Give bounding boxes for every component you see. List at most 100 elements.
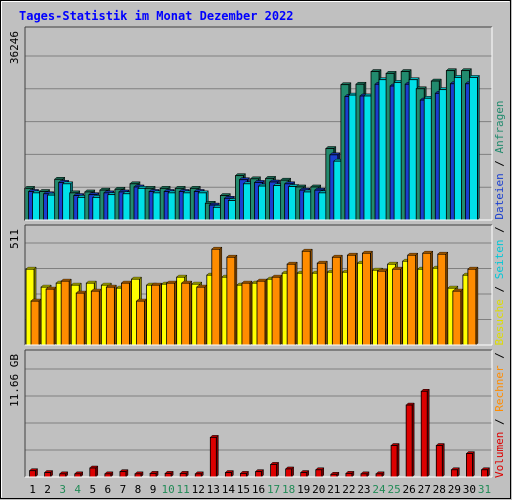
bar-volumen-day-7 bbox=[119, 471, 127, 478]
day-label-27: 27 bbox=[418, 483, 431, 496]
bar-rechner-day-12 bbox=[196, 286, 206, 346]
bar-rechner-day-1 bbox=[30, 300, 40, 346]
day-label-29: 29 bbox=[448, 483, 461, 496]
day-label-30: 30 bbox=[463, 483, 476, 496]
bar-volumen-day-26 bbox=[405, 404, 413, 478]
day-label-11: 11 bbox=[177, 483, 190, 496]
bar-rechner-day-2 bbox=[45, 288, 55, 346]
bar-volumen-day-9 bbox=[149, 472, 157, 478]
day-label-26: 26 bbox=[403, 483, 416, 496]
bar-rechner-day-21 bbox=[331, 256, 341, 346]
legend-item-volumen: Volumen bbox=[493, 432, 506, 478]
bar-volumen-day-18 bbox=[285, 468, 293, 478]
legend-separator: / bbox=[493, 220, 506, 240]
bar-rechner-day-30 bbox=[467, 268, 477, 346]
legend-item-besuche: Besuche bbox=[493, 299, 506, 345]
bar-volumen-day-16 bbox=[255, 471, 262, 478]
legend-item-anfragen: Anfragen bbox=[493, 100, 506, 153]
bar-volumen-day-11 bbox=[179, 472, 187, 478]
bar-rechner-day-18 bbox=[286, 263, 296, 346]
bar-rechner-day-11 bbox=[181, 282, 191, 346]
bar-rechner-day-9 bbox=[151, 284, 160, 346]
day-label-22: 22 bbox=[342, 483, 355, 496]
day-label-21: 21 bbox=[327, 483, 340, 496]
day-label-10: 10 bbox=[161, 483, 174, 496]
bar-rechner-day-5 bbox=[90, 290, 100, 346]
day-label-3: 3 bbox=[59, 483, 66, 496]
legend-item-seiten: Seiten bbox=[493, 240, 506, 280]
day-label-19: 19 bbox=[297, 483, 310, 496]
bar-rechner-day-14 bbox=[226, 256, 236, 346]
bar-rechner-day-13 bbox=[211, 248, 221, 346]
bar-rechner-day-26 bbox=[407, 254, 417, 346]
bar-volumen-day-5 bbox=[89, 467, 97, 478]
day-label-18: 18 bbox=[282, 483, 295, 496]
bar-rechner-day-17 bbox=[271, 276, 281, 346]
legend-separator: / bbox=[493, 279, 506, 299]
legend-separator: / bbox=[493, 346, 506, 366]
bar-rechner-day-4 bbox=[75, 292, 85, 346]
bar-volumen-day-30 bbox=[466, 453, 473, 478]
y-max-label-visits: 511 bbox=[8, 229, 21, 249]
bar-rechner-day-29 bbox=[452, 290, 462, 346]
bar-volumen-day-27 bbox=[420, 390, 428, 478]
legend-separator: / bbox=[493, 412, 506, 432]
bar-rechner-day-10 bbox=[166, 282, 176, 346]
x-axis-day-labels: 1 2 3 4 5 6 7 8 9 10 11 12 13 14 15 16 17 18 19 20 21 22 23 24 2… bbox=[29, 483, 491, 496]
day-label-5: 5 bbox=[89, 483, 96, 496]
day-label-31: 31 bbox=[478, 483, 491, 496]
bar-volumen-day-29 bbox=[450, 469, 458, 478]
day-label-1: 1 bbox=[29, 483, 36, 496]
bar-rechner-day-28 bbox=[437, 253, 447, 346]
panel-visits-hosts bbox=[24, 224, 493, 346]
bar-rechner-day-19 bbox=[301, 250, 311, 346]
bar-volumen-day-15 bbox=[240, 472, 247, 478]
chart-title: Tages-Statistik im Monat Dezember 2022 bbox=[19, 9, 294, 23]
day-label-14: 14 bbox=[222, 483, 236, 496]
panel-requests-files-pages bbox=[23, 26, 493, 221]
bar-rechner-day-7 bbox=[121, 282, 130, 346]
day-label-6: 6 bbox=[105, 483, 112, 496]
day-label-23: 23 bbox=[357, 483, 370, 496]
bar-volumen-day-25 bbox=[390, 445, 398, 478]
y-max-label-requests: 36246 bbox=[8, 31, 21, 64]
bar-rechner-day-22 bbox=[346, 254, 356, 346]
legend-item-rechner: Rechner bbox=[493, 365, 506, 412]
bar-volumen-day-19 bbox=[300, 472, 308, 478]
day-label-13: 13 bbox=[207, 483, 220, 496]
bar-seiten-day-30 bbox=[469, 77, 478, 221]
right-legend: Volumen / Rechner / Besuche / Seiten / D… bbox=[493, 100, 506, 478]
day-label-7: 7 bbox=[120, 483, 127, 496]
legend-item-dateien: Dateien bbox=[493, 173, 506, 219]
day-label-12: 12 bbox=[192, 483, 205, 496]
bar-rechner-day-27 bbox=[422, 252, 432, 346]
bar-rechner-day-8 bbox=[136, 300, 145, 346]
bar-volumen-day-14 bbox=[224, 472, 232, 478]
bar-rechner-day-16 bbox=[256, 280, 266, 346]
bar-rechner-day-3 bbox=[60, 280, 70, 346]
bar-volumen-day-10 bbox=[164, 472, 172, 478]
day-label-15: 15 bbox=[237, 483, 250, 496]
bar-volumen-day-28 bbox=[435, 445, 443, 478]
panel-volume bbox=[24, 349, 493, 478]
bar-volumen-day-17 bbox=[270, 464, 277, 478]
bar-volumen-day-31 bbox=[481, 469, 488, 478]
bar-rechner-day-25 bbox=[392, 268, 401, 346]
bar-rechner-day-20 bbox=[316, 262, 326, 346]
day-label-20: 20 bbox=[312, 483, 325, 496]
legend-separator: / bbox=[493, 153, 506, 173]
day-label-2: 2 bbox=[44, 483, 51, 496]
bar-rechner-day-24 bbox=[377, 270, 386, 346]
bar-volumen-day-1 bbox=[29, 470, 36, 478]
day-label-25: 25 bbox=[387, 483, 400, 496]
bar-volumen-day-13 bbox=[209, 436, 217, 478]
day-label-17: 17 bbox=[267, 483, 280, 496]
bar-rechner-day-15 bbox=[241, 282, 251, 346]
day-label-28: 28 bbox=[433, 483, 446, 496]
day-label-24: 24 bbox=[372, 483, 386, 496]
day-label-9: 9 bbox=[150, 483, 157, 496]
day-label-8: 8 bbox=[135, 483, 142, 496]
bar-volumen-day-2 bbox=[44, 472, 51, 478]
bar-volumen-day-20 bbox=[315, 469, 323, 478]
